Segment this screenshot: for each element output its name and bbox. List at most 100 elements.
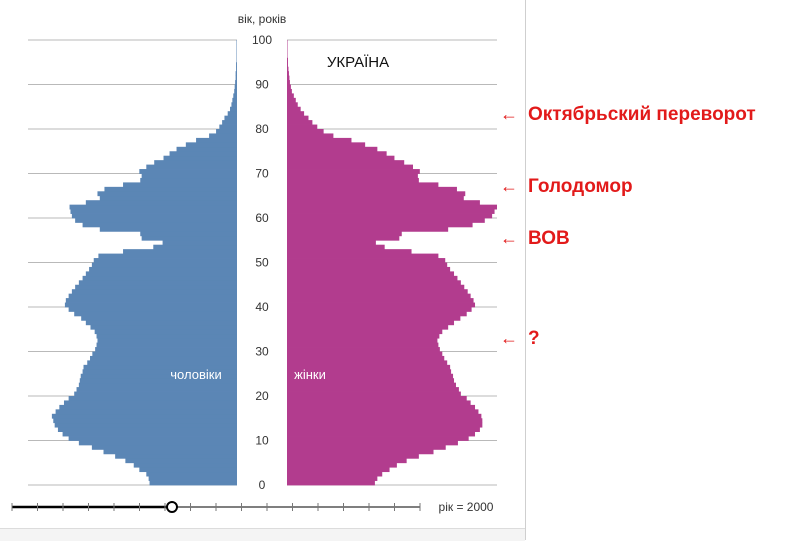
female-bar-age-1 bbox=[287, 476, 377, 481]
female-bar-age-52 bbox=[287, 249, 412, 254]
female-bar-age-44 bbox=[287, 285, 464, 290]
female-bar-age-37 bbox=[287, 316, 460, 321]
male-bar-age-46 bbox=[83, 276, 237, 281]
male-bar-age-43 bbox=[72, 289, 237, 294]
female-bar-age-70 bbox=[287, 169, 420, 174]
female-bar-age-7 bbox=[287, 449, 434, 454]
female-bar-age-61 bbox=[287, 209, 495, 214]
female-bar-age-83 bbox=[287, 111, 304, 116]
age-tick-label: 50 bbox=[255, 256, 269, 270]
female-bar-age-2 bbox=[287, 472, 382, 477]
annotation-october-revolution: ←Октябрьский переворот bbox=[500, 104, 756, 126]
left-arrow-icon: ← bbox=[500, 328, 518, 349]
male-bar-age-34 bbox=[95, 329, 237, 334]
male-bar-age-16 bbox=[56, 409, 237, 414]
female-bar-age-57 bbox=[287, 227, 448, 232]
female-bar-age-34 bbox=[287, 329, 442, 334]
age-tick-label: 40 bbox=[255, 300, 269, 314]
female-bar-age-71 bbox=[287, 165, 413, 170]
male-bar-age-91 bbox=[236, 76, 237, 81]
female-bar-age-86 bbox=[287, 98, 296, 103]
female-bar-age-64 bbox=[287, 196, 464, 201]
male-bar-age-5 bbox=[125, 458, 237, 463]
female-bar-age-32 bbox=[287, 338, 437, 343]
female-bar-age-20 bbox=[287, 392, 461, 397]
male-bar-age-32 bbox=[97, 338, 237, 343]
female-bar-age-48 bbox=[287, 267, 450, 272]
male-bar-age-76 bbox=[186, 142, 237, 147]
male-bar-age-87 bbox=[233, 93, 237, 98]
female-bar-age-63 bbox=[287, 200, 480, 205]
male-bar-age-55 bbox=[142, 236, 237, 241]
slider-handle[interactable] bbox=[167, 502, 177, 512]
male-bar-age-35 bbox=[90, 325, 237, 330]
male-bar-age-70 bbox=[139, 169, 237, 174]
female-bar-age-54 bbox=[287, 240, 376, 245]
male-bar-age-92 bbox=[236, 71, 237, 76]
female-bar-age-77 bbox=[287, 138, 351, 143]
female-bar-age-0 bbox=[287, 481, 375, 486]
male-bar-age-36 bbox=[86, 320, 237, 325]
male-bar-age-14 bbox=[53, 418, 237, 423]
female-bar-age-81 bbox=[287, 120, 312, 125]
age-tick-label: 80 bbox=[255, 122, 269, 136]
male-bar-age-58 bbox=[83, 222, 237, 227]
male-bar-age-94 bbox=[236, 62, 237, 67]
male-bar-age-69 bbox=[142, 174, 237, 179]
male-bar-age-65 bbox=[97, 191, 237, 196]
male-bar-age-28 bbox=[90, 356, 237, 361]
male-bar-age-71 bbox=[146, 165, 237, 170]
male-bar-age-15 bbox=[52, 414, 237, 419]
age-tick-label: 100 bbox=[252, 33, 272, 47]
male-bar-age-63 bbox=[86, 200, 237, 205]
female-bar-age-95 bbox=[287, 58, 288, 63]
male-bar-age-51 bbox=[98, 254, 237, 259]
male-bar-age-27 bbox=[87, 360, 237, 365]
male-bar-age-47 bbox=[86, 271, 237, 276]
female-bar-age-38 bbox=[287, 311, 467, 316]
male-bar-age-13 bbox=[55, 423, 237, 428]
male-bar-age-1 bbox=[149, 476, 237, 481]
age-tick-label: 90 bbox=[255, 78, 269, 92]
left-arrow-icon: ← bbox=[500, 104, 518, 125]
male-bar-age-78 bbox=[209, 133, 237, 138]
female-bar-age-31 bbox=[287, 343, 438, 348]
female-bar-age-85 bbox=[287, 102, 298, 107]
male-bar-age-44 bbox=[75, 285, 237, 290]
male-bar-age-54 bbox=[163, 240, 237, 245]
male-bar-age-48 bbox=[89, 267, 237, 272]
male-bar-age-45 bbox=[79, 280, 237, 285]
female-bar-age-94 bbox=[287, 62, 288, 67]
female-bar-age-82 bbox=[287, 116, 308, 121]
male-bar-age-22 bbox=[79, 383, 237, 388]
female-bar-age-3 bbox=[287, 467, 390, 472]
female-bar-age-28 bbox=[287, 356, 444, 361]
male-bar-age-66 bbox=[104, 187, 237, 192]
male-bar-age-61 bbox=[70, 209, 237, 214]
female-bar-age-69 bbox=[287, 174, 418, 179]
female-bar-age-17 bbox=[287, 405, 475, 410]
year-slider[interactable] bbox=[12, 502, 420, 512]
female-bar-age-87 bbox=[287, 93, 294, 98]
male-bar-age-83 bbox=[228, 111, 237, 116]
male-bar-age-7 bbox=[104, 449, 237, 454]
female-bar-age-55 bbox=[287, 236, 399, 241]
female-bar-age-13 bbox=[287, 423, 482, 428]
male-bar-age-73 bbox=[164, 156, 237, 161]
female-bar-age-80 bbox=[287, 125, 317, 130]
female-bar-age-62 bbox=[287, 205, 497, 210]
male-bar-age-72 bbox=[154, 160, 237, 165]
female-bar-age-73 bbox=[287, 156, 394, 161]
male-bar-age-79 bbox=[216, 129, 237, 134]
male-bar-age-12 bbox=[58, 427, 237, 432]
female-bar-age-39 bbox=[287, 307, 472, 312]
female-bar-age-30 bbox=[287, 347, 440, 352]
male-bar-age-39 bbox=[69, 307, 237, 312]
female-bar-age-74 bbox=[287, 151, 387, 156]
male-bar-age-89 bbox=[235, 85, 237, 90]
annotation-holodomor: ←Голодомор bbox=[500, 176, 633, 198]
female-bar-age-89 bbox=[287, 85, 291, 90]
male-bar-age-21 bbox=[77, 387, 237, 392]
